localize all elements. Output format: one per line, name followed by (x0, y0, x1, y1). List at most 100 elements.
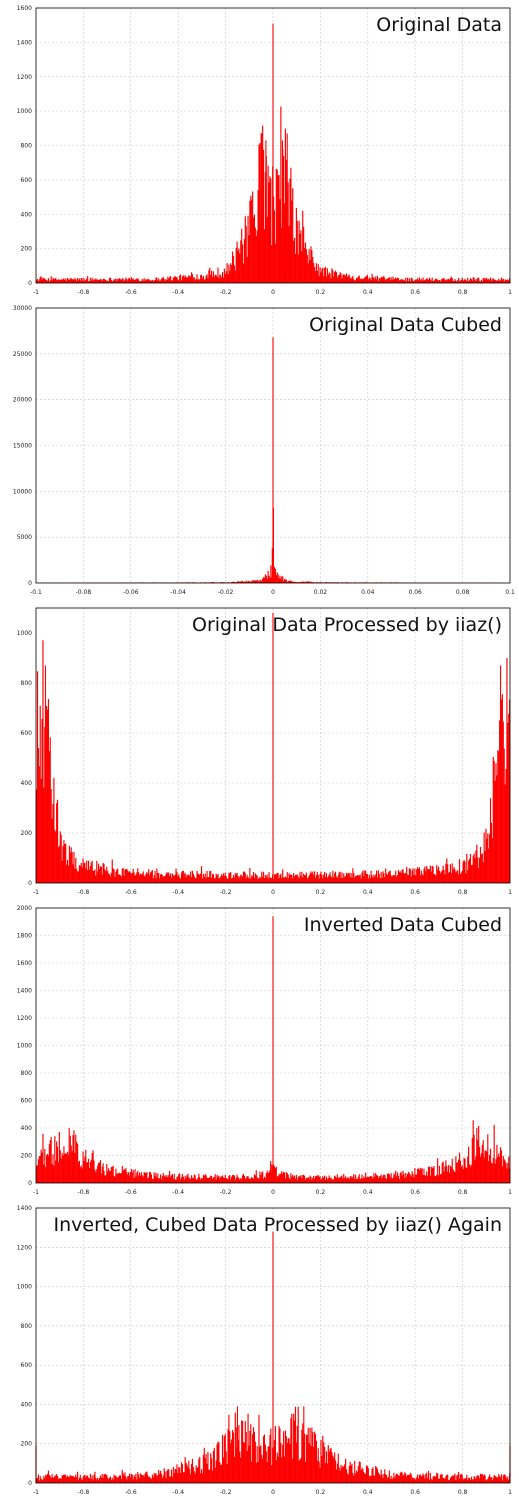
histogram-bar (239, 1451, 241, 1483)
histogram-bar (139, 873, 142, 883)
histogram-bar (474, 279, 476, 283)
histogram-bar (106, 1163, 108, 1183)
histogram-bar (293, 581, 296, 583)
histogram-bar (456, 1162, 458, 1183)
histogram-bar (97, 1165, 99, 1183)
histogram-bar (217, 267, 219, 283)
histogram-bar (414, 868, 416, 883)
histogram-bar (484, 1150, 486, 1183)
histogram-bar (181, 870, 184, 883)
histogram-bar (296, 1179, 298, 1183)
histogram-bar (295, 207, 297, 283)
histogram-bar (62, 845, 64, 883)
chart-title: Inverted Data Cubed (303, 914, 502, 936)
histogram-bar (471, 864, 473, 883)
histogram-bar (253, 1174, 256, 1183)
histogram-bar (252, 580, 255, 583)
histogram-bar (78, 1477, 81, 1483)
histogram-bar (169, 875, 171, 883)
histogram-bar (159, 1470, 162, 1483)
histogram-bar (172, 1178, 174, 1183)
histogram-bar (85, 279, 87, 283)
histogram-bar (479, 281, 482, 283)
histogram-bar (305, 1177, 307, 1183)
histogram-bar (443, 869, 445, 883)
histogram-bar (245, 878, 247, 883)
histogram-bar (252, 1178, 254, 1183)
histogram-bar (218, 1175, 220, 1183)
histogram-bar (254, 227, 256, 283)
histogram-bar (200, 1473, 202, 1483)
histogram-bar (252, 1178, 255, 1183)
histogram-bar (43, 1164, 45, 1183)
histogram-bar (378, 277, 380, 283)
histogram-bar (427, 1175, 429, 1183)
histogram-bar (156, 868, 158, 883)
histogram-bar (283, 155, 285, 283)
histogram-bar (406, 866, 408, 883)
histogram-bar (221, 277, 223, 283)
histogram-bar (345, 1178, 348, 1183)
histogram-bar (179, 1173, 181, 1183)
histogram-bar (175, 1179, 177, 1183)
histogram-bar (387, 1173, 390, 1183)
histogram-bar (97, 1479, 100, 1483)
histogram-bar (43, 787, 45, 883)
histogram-bar (70, 278, 72, 283)
histogram-bar (360, 1178, 362, 1183)
histogram-bar (319, 873, 321, 883)
histogram-bar (261, 871, 263, 883)
histogram-bar (231, 251, 234, 283)
histogram-bar (152, 281, 154, 283)
histogram-bar (212, 1177, 214, 1183)
histogram-bar (442, 1478, 444, 1483)
histogram-bar (276, 1176, 278, 1183)
x-tick-label: -0.8 (78, 889, 90, 896)
histogram-bar (331, 877, 333, 883)
histogram-bar (491, 1163, 493, 1183)
histogram-bar (232, 581, 235, 583)
histogram-bar (158, 278, 160, 283)
histogram-bar (137, 1472, 139, 1483)
histogram-bar (277, 873, 279, 883)
histogram-bar (52, 803, 54, 883)
histogram-bar (411, 278, 413, 283)
histogram-bar (347, 872, 349, 883)
histogram-bar (128, 278, 130, 283)
histogram-bar (388, 1174, 390, 1183)
histogram-bar (218, 1442, 220, 1483)
histogram-bar (297, 254, 299, 283)
histogram-bar (175, 1469, 177, 1483)
histogram-bar (406, 277, 409, 283)
histogram-bar (431, 277, 433, 283)
x-tick-label: 0.4 (363, 889, 373, 896)
histogram-bar (468, 1164, 471, 1183)
histogram-bar (236, 1174, 238, 1183)
histogram-bar (77, 280, 80, 283)
histogram-bar (175, 277, 177, 283)
histogram-bar (271, 245, 273, 283)
histogram-bar (126, 868, 128, 883)
histogram-bar (192, 1178, 194, 1183)
histogram-bar (471, 1137, 473, 1183)
histogram-bar (444, 874, 446, 883)
histogram-bar (297, 582, 299, 583)
histogram-bar (368, 874, 370, 883)
histogram-bar (237, 1440, 239, 1483)
histogram-bar (315, 1175, 318, 1183)
histogram-bar (77, 1480, 80, 1483)
histogram-bar (223, 875, 225, 883)
histogram-bar (263, 577, 266, 583)
histogram-bar (167, 873, 169, 883)
histogram-bar (65, 1153, 67, 1183)
histogram-bar (186, 1175, 188, 1183)
histogram-bar (463, 1478, 465, 1483)
histogram-bar (44, 727, 46, 883)
histogram-bar (485, 277, 487, 283)
histogram-bar (353, 873, 355, 883)
histogram-bar (64, 843, 66, 883)
histogram-bar (430, 1478, 432, 1483)
histogram-bar (211, 1458, 213, 1483)
histogram-bar (255, 874, 257, 883)
chart-title: Original Data Processed by iiaz() (191, 614, 502, 636)
